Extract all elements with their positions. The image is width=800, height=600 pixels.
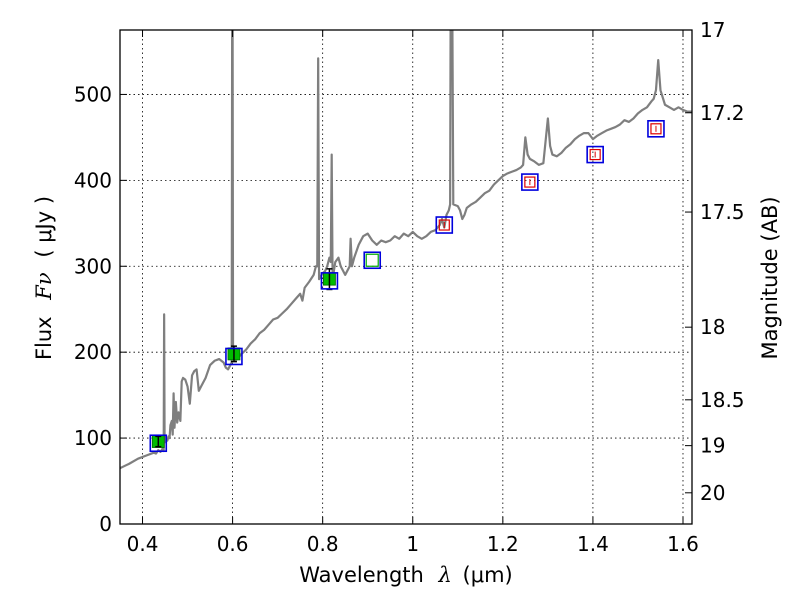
model-point-inner (365, 253, 379, 267)
y-axis-label-text: Flux (32, 316, 56, 360)
model-point-inner (524, 176, 536, 188)
x-tick-label: 1.2 (487, 532, 519, 556)
y2-tick-label: 19 (700, 434, 725, 458)
x-axis-label-text: Wavelength (299, 563, 424, 587)
y2-tick-label: 18 (700, 315, 725, 339)
photometry-markers (149, 120, 665, 453)
grid-lines (120, 30, 692, 524)
model-point (521, 173, 539, 191)
x-tick-label: 0.6 (217, 532, 249, 556)
model-point-inner (589, 148, 601, 161)
y-tick-label: 0 (99, 512, 112, 536)
model-point (225, 347, 243, 366)
x-tick-label: 0.4 (127, 532, 159, 556)
x-axis-label-units: (μm) (463, 563, 513, 587)
spectrum-line (120, 30, 692, 470)
y-tick-label: 500 (74, 82, 112, 106)
model-point (363, 251, 382, 270)
model-point (647, 120, 665, 138)
y-tick-label: 100 (74, 426, 112, 450)
model-point (320, 272, 339, 290)
x-tick-label: 1.6 (667, 532, 699, 556)
y2-tick-label: 20 (700, 481, 725, 505)
x-tick-label: 1 (406, 532, 419, 556)
x-axis-label: Wavelength λ (μm) (299, 563, 512, 587)
model-point (435, 216, 454, 234)
spectrum-layer (120, 30, 692, 470)
y-tick-label: 200 (74, 340, 112, 364)
x-tick-label: 0.8 (307, 532, 339, 556)
axis-ticks: 0.4 0.6 0.8 1 1.2 1.4 1.6 0 100 200 300 400 500 17 17.… (74, 18, 745, 556)
y-axis-label-units: ( μJy ) (32, 196, 56, 258)
x-tick-label: 1.4 (577, 532, 609, 556)
y2-tick-label: 17.2 (700, 101, 745, 125)
model-point-inner (650, 123, 662, 135)
model-point-inner (438, 219, 450, 231)
y-axis-label: Flux Fν ( μJy ) (32, 196, 56, 360)
model-point (586, 145, 604, 164)
y2-tick-label: 17 (700, 18, 725, 42)
y2-tick-label: 17.5 (700, 200, 745, 224)
y-tick-label: 300 (74, 254, 112, 278)
model-point (149, 434, 168, 453)
y-axis-label-symbol: Fν (32, 272, 56, 301)
x-axis-label-symbol: λ (438, 563, 452, 587)
y-tick-label: 400 (74, 168, 112, 192)
y2-tick-label: 18.5 (700, 388, 745, 412)
plot-frame (119, 29, 693, 525)
y2-axis-label: Magnitude (AB) (758, 196, 782, 359)
